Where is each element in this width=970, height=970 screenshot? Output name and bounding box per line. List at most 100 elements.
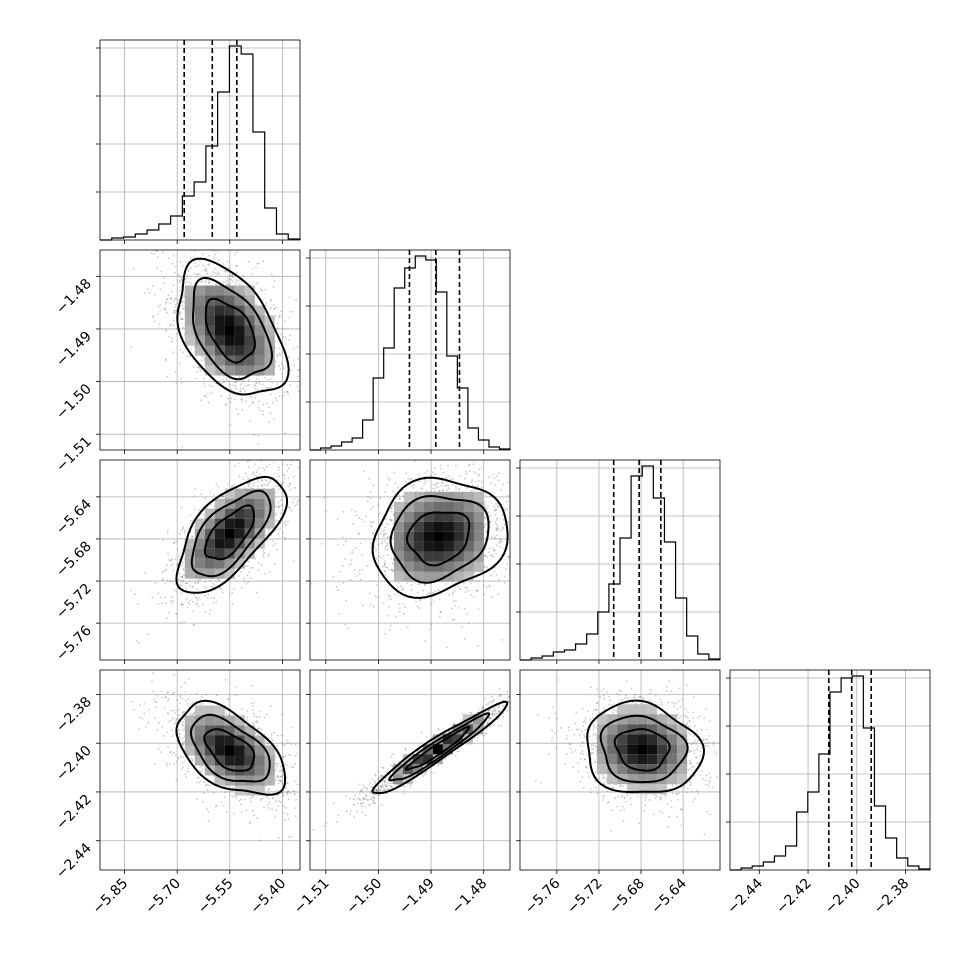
sample-point	[458, 606, 461, 609]
sample-point	[386, 542, 388, 545]
sample-point	[173, 299, 176, 302]
sample-point	[175, 590, 178, 593]
sample-point	[189, 599, 191, 602]
sample-point	[530, 508, 532, 510]
sample-point	[167, 294, 170, 297]
sample-point	[225, 402, 228, 405]
sample-point	[228, 278, 231, 281]
sample-point	[502, 527, 505, 530]
sample-point	[160, 751, 162, 753]
sample-point	[500, 529, 503, 532]
sample-point	[239, 390, 241, 392]
sample-point	[447, 475, 450, 477]
sample-point	[483, 566, 486, 569]
density-cell	[443, 541, 454, 552]
sample-point	[211, 385, 214, 388]
sample-point	[181, 762, 184, 765]
sample-point	[300, 602, 302, 604]
sample-point	[225, 284, 228, 286]
sample-point	[189, 355, 192, 358]
sample-point	[220, 382, 223, 385]
sample-point	[265, 740, 268, 742]
sample-point	[193, 508, 196, 511]
sample-point	[450, 607, 453, 610]
panel-content	[130, 671, 300, 842]
sample-point	[386, 544, 389, 547]
sample-point	[238, 575, 240, 577]
density-cell	[224, 558, 235, 569]
sample-point	[175, 382, 178, 385]
sample-point	[194, 596, 197, 599]
sample-point	[176, 564, 178, 567]
sample-point	[192, 623, 195, 626]
sample-point	[228, 274, 231, 277]
sample-point	[510, 521, 512, 523]
density-cell	[204, 365, 215, 376]
sample-point	[429, 446, 431, 448]
sample-point	[262, 413, 264, 416]
sample-point	[464, 477, 466, 480]
sample-point	[369, 497, 372, 500]
sample-point	[169, 324, 171, 327]
y-tick-label: −1.48	[53, 276, 95, 318]
density-cell	[184, 568, 195, 579]
sample-point	[257, 443, 259, 446]
sample-point	[208, 263, 211, 266]
sample-point	[183, 529, 186, 532]
sample-point	[270, 432, 272, 434]
sample-point	[180, 381, 183, 384]
sample-point	[302, 377, 304, 379]
histogram-step	[730, 675, 931, 871]
sample-point	[205, 279, 207, 282]
sample-point	[489, 520, 492, 523]
sample-point	[412, 486, 415, 489]
sample-point	[448, 593, 451, 596]
sample-point	[205, 395, 208, 398]
sample-point	[242, 387, 245, 390]
x-tick-label: −2.40	[822, 876, 864, 918]
sample-point	[180, 318, 183, 320]
sample-point	[171, 563, 174, 566]
sample-point	[335, 586, 338, 588]
sample-point	[483, 500, 486, 503]
sample-point	[478, 473, 481, 476]
sample-point	[179, 312, 181, 315]
sample-point	[390, 568, 393, 571]
sample-point	[441, 481, 444, 484]
sample-point	[243, 577, 245, 580]
sample-point	[383, 533, 386, 535]
sample-point	[282, 336, 285, 338]
sample-point	[289, 334, 292, 337]
sample-point	[157, 603, 160, 606]
sample-point	[280, 351, 283, 354]
sample-point	[175, 540, 177, 543]
sample-point	[449, 477, 452, 480]
sample-point	[394, 482, 397, 485]
sample-point	[281, 504, 283, 507]
density-cell	[433, 541, 444, 552]
sample-point	[182, 326, 185, 329]
sample-point	[267, 482, 270, 484]
sample-point	[277, 532, 280, 535]
sample-point	[515, 482, 517, 484]
sample-point	[477, 608, 480, 611]
sample-point	[181, 564, 183, 567]
sample-point	[230, 389, 233, 391]
sample-point	[213, 256, 215, 259]
sample-point	[362, 604, 364, 607]
sample-point	[170, 323, 173, 325]
sample-point	[164, 359, 167, 362]
sample-point	[190, 282, 192, 285]
density-cell	[473, 551, 484, 562]
sample-point	[464, 586, 467, 589]
density-cell	[393, 521, 404, 532]
sample-point	[384, 573, 387, 576]
sample-point	[166, 311, 169, 314]
density-cell	[264, 518, 275, 529]
sample-point	[237, 413, 240, 416]
sample-point	[304, 452, 306, 454]
density-cell	[463, 571, 474, 582]
sample-point	[278, 800, 280, 803]
sample-point	[372, 532, 375, 535]
density-cell	[204, 325, 215, 336]
